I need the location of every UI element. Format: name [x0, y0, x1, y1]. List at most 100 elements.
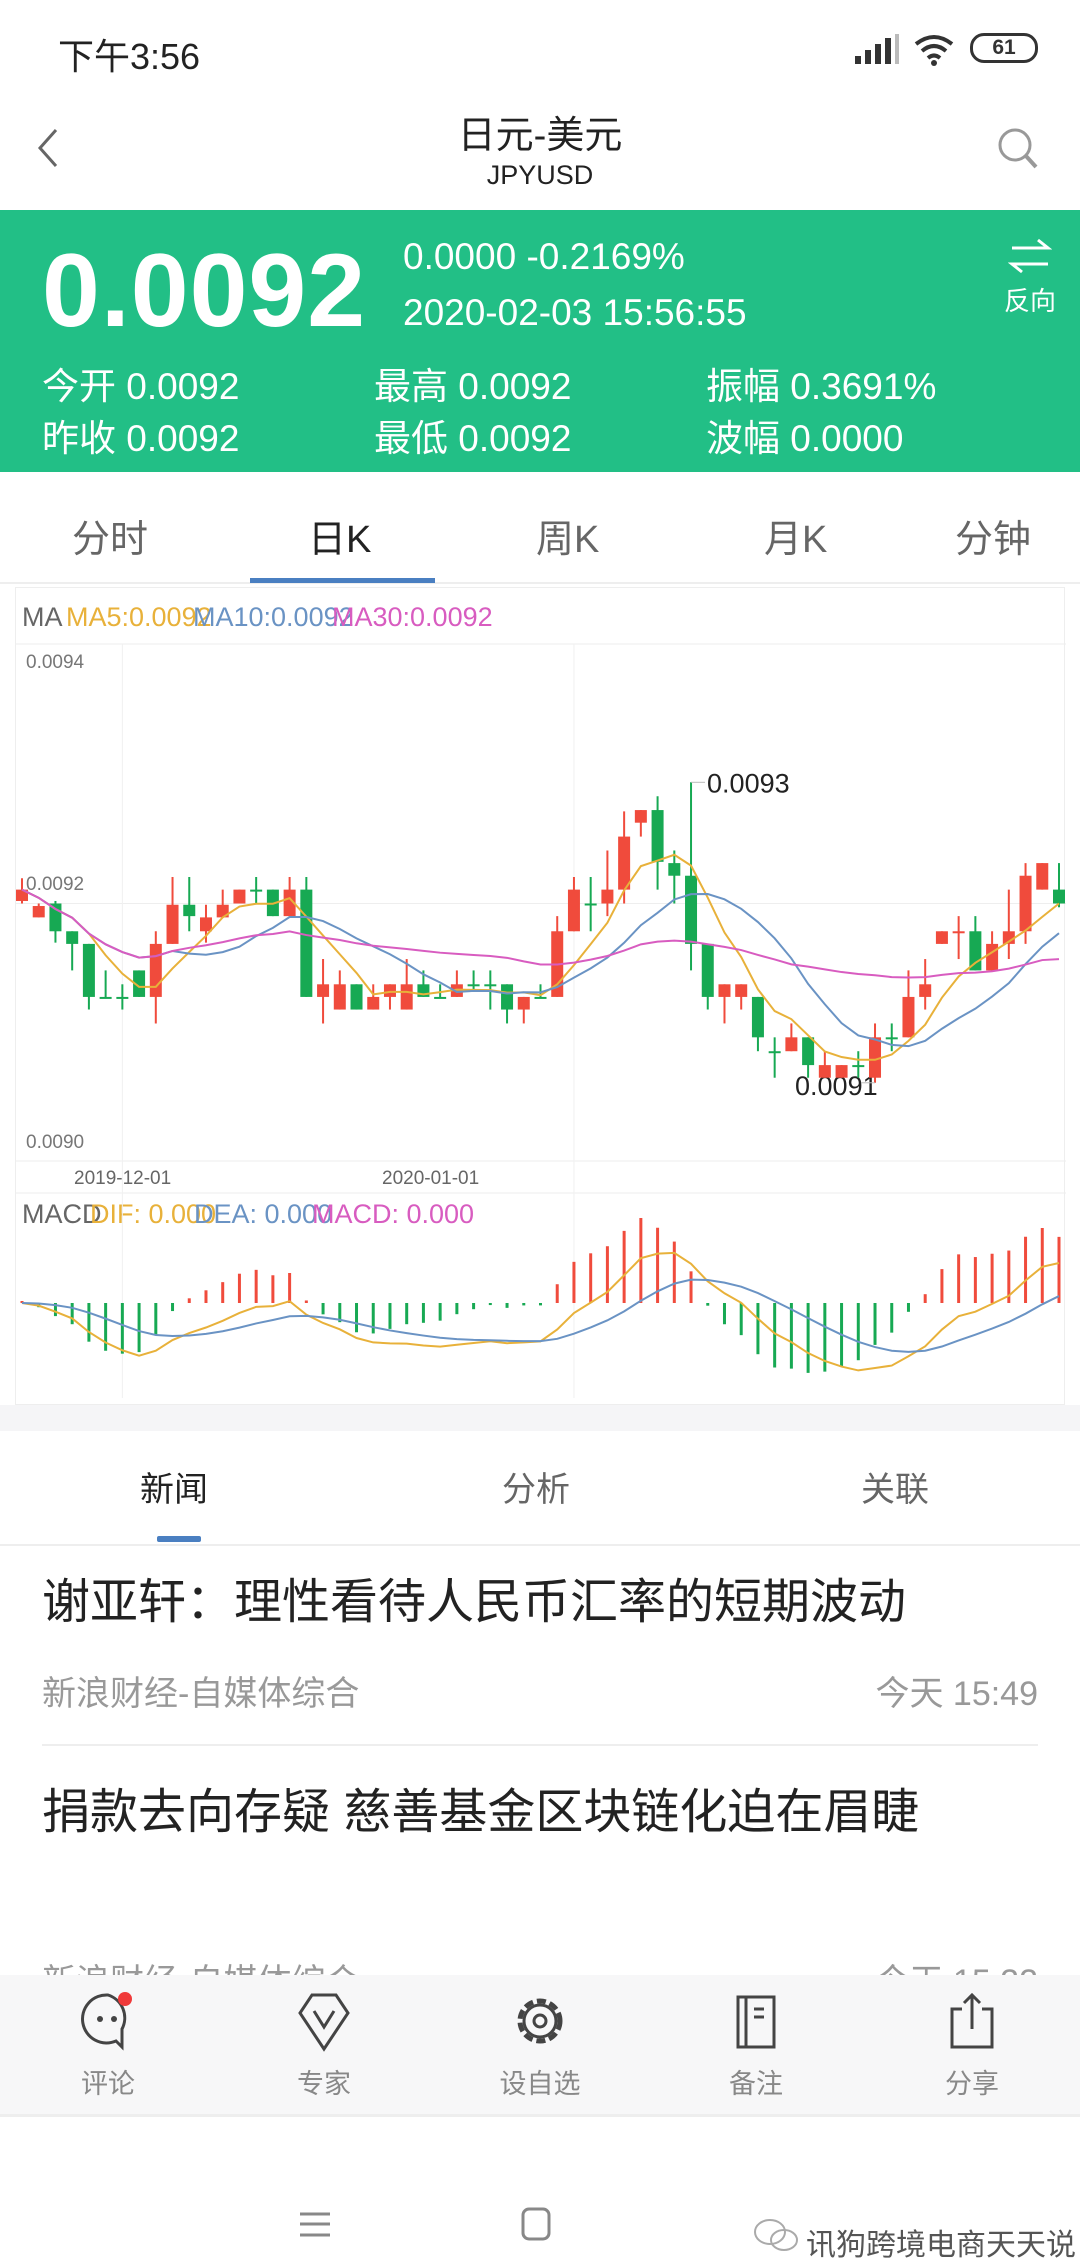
back-icon[interactable] [34, 126, 62, 170]
stat-amplitude: 振幅 0.3691% [706, 366, 937, 407]
macd-legend: MACD: 0.000 [312, 1199, 474, 1229]
dea-legend: DEA: 0.000 [194, 1199, 332, 1229]
note-button[interactable]: 备注 [648, 1975, 864, 2117]
y-tick-mid: 0.0092 [26, 874, 84, 895]
tab-monthly-k[interactable]: 月K [764, 519, 828, 561]
candle-body [250, 889, 263, 892]
candle-body [835, 1065, 848, 1078]
candle-body [685, 875, 698, 944]
candle-body [350, 984, 363, 1010]
stat-prev-close: 昨收 0.0092 [42, 418, 240, 459]
candle-body [885, 1037, 898, 1040]
ma30-line [21, 888, 1060, 979]
x-tick-jan: 2020-01-01 [382, 1168, 479, 1189]
stat-low: 最低 0.0092 [374, 418, 572, 459]
candle-body [952, 931, 965, 934]
tab-intraday[interactable]: 分时 [72, 519, 149, 561]
candle-body [317, 984, 330, 997]
candle-body [618, 836, 631, 890]
candle-body [718, 984, 731, 997]
wechat-logo-icon [754, 2219, 798, 2251]
candle-body [166, 904, 179, 944]
candle-body [216, 904, 229, 918]
candle-body [768, 1051, 781, 1054]
page-subtitle: JPYUSD [486, 160, 594, 190]
candle-body [701, 943, 714, 997]
candle-body [1019, 875, 1032, 932]
dif-line [21, 1251, 1060, 1372]
news-tab-analysis[interactable]: 分析 [502, 1471, 570, 1509]
candle-body [785, 1037, 798, 1052]
status-time: 下午3:56 [58, 36, 201, 77]
signal-icon [855, 34, 899, 64]
tab-weekly-k[interactable]: 周K [536, 519, 600, 561]
candle-body [116, 996, 129, 999]
candle-body [333, 984, 346, 1010]
news-title[interactable]: 谢亚轩：理性看待人民币汇率的短期波动 [42, 1576, 907, 1629]
candle-body [818, 1065, 831, 1078]
comment-icon [81, 1992, 132, 2051]
candle-body [651, 810, 664, 862]
candle-body [233, 889, 246, 904]
bottom-toolbar: 评论 专家 设自选 备注 分享 [0, 1975, 1080, 2117]
divider [42, 1744, 1038, 1746]
candle-body [869, 1037, 882, 1078]
candle-body [300, 889, 313, 997]
menu-icon[interactable] [298, 2208, 332, 2242]
candle-body [919, 984, 932, 997]
candle-body [534, 996, 547, 999]
candle-body [16, 889, 28, 901]
news-tab-indicator [157, 1536, 201, 1542]
y-tick-top: 0.0094 [26, 652, 85, 673]
news-source: 新浪财经-自媒体综合 [42, 1675, 360, 1713]
candle-body [367, 996, 380, 1010]
active-tab-indicator [250, 578, 435, 583]
gear-icon [517, 1998, 563, 2044]
candle-body [634, 810, 647, 823]
stat-high: 最高 0.0092 [374, 366, 572, 407]
tab-minute[interactable]: 分钟 [955, 519, 1032, 561]
price-change: 0.0000 -0.2169% [403, 236, 685, 277]
y-tick-bottom: 0.0090 [26, 1132, 84, 1153]
section-divider [0, 1405, 1080, 1431]
kline-chart[interactable]: MA MA5:0.0092 MA10:0.0092 MA30:0.0092 0.… [15, 587, 1066, 1405]
candle-body [400, 984, 413, 1010]
stat-open: 今开 0.0092 [42, 366, 240, 407]
candle-body [467, 984, 480, 987]
candle-body [668, 863, 681, 876]
news-title[interactable]: 捐款去向存疑 慈善基金区块链化迫在眉睫 [42, 1786, 920, 1839]
max-price-label: 0.0093 [707, 768, 790, 798]
candle-body [99, 996, 112, 999]
home-icon[interactable] [520, 2206, 554, 2242]
dif-legend: DIF: 0.000 [90, 1199, 216, 1229]
divider [0, 1544, 1080, 1546]
stat-range: 波幅 0.0000 [706, 418, 904, 459]
candle-body [1053, 889, 1065, 904]
candle-body [434, 996, 447, 999]
tab-daily-k[interactable]: 日K [308, 519, 372, 561]
notebook-icon [736, 1995, 776, 2049]
macd-legend-title: MACD [22, 1199, 102, 1229]
system-nav-bar: 讯狗跨境电商天天说 [0, 2120, 1080, 2262]
candle-body [986, 943, 999, 971]
add-watchlist-button[interactable]: 设自选 [432, 1975, 648, 2117]
quote-datetime: 2020-02-03 15:56:55 [403, 292, 747, 333]
candle-body [383, 984, 396, 997]
news-tab-related[interactable]: 关联 [861, 1471, 929, 1509]
ma10-line [21, 888, 1060, 1048]
candle-body [82, 943, 95, 997]
news-tab-news[interactable]: 新闻 [140, 1471, 208, 1509]
comment-button[interactable]: 评论 [0, 1975, 216, 2117]
candle-body [1036, 863, 1049, 890]
ma30-legend: MA30:0.0092 [332, 602, 493, 632]
candle-body [49, 903, 62, 932]
share-button[interactable]: 分享 [864, 1975, 1080, 2117]
page-title: 日元-美元 [457, 115, 623, 157]
candle-body [601, 889, 614, 904]
reverse-button[interactable]: 反向 [990, 236, 1070, 318]
search-icon[interactable] [996, 126, 1040, 172]
status-bar: 下午3:56 61 [0, 0, 1080, 100]
expert-button[interactable]: 专家 [216, 1975, 432, 2117]
candle-body [199, 917, 212, 932]
candle-body [584, 903, 597, 906]
